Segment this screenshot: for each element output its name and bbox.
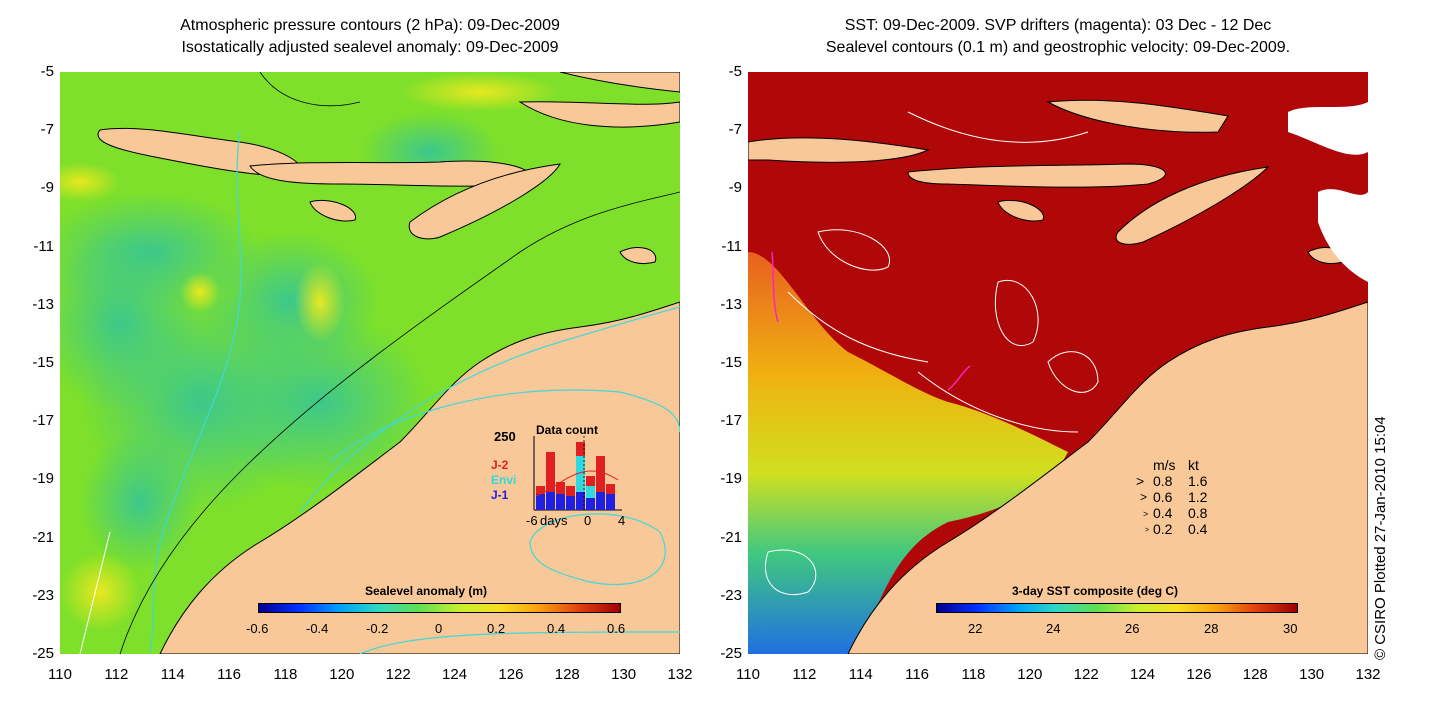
speed-legend-kt-2: 1.2 (1188, 489, 1208, 505)
data-count-histogram (533, 436, 622, 511)
sst-colorbar (936, 603, 1298, 613)
right-lon-tick: 128 (1242, 666, 1268, 683)
left-lon-tick: 116 (217, 666, 242, 683)
speed-legend-arrow-1: > (1136, 473, 1145, 489)
right-lon-tick: 120 (1017, 666, 1043, 683)
right-lon-tick: 122 (1073, 666, 1099, 683)
left-lat-tick: -25 (32, 645, 54, 662)
right-lat-tick: -13 (720, 295, 742, 313)
inset-ytick: 250 (494, 429, 516, 444)
left-lat-tick: -9 (40, 179, 54, 197)
left-lat-tick: -23 (32, 586, 54, 604)
left-lat-tick: -15 (32, 354, 54, 371)
right-lon-tick: 124 (1130, 666, 1156, 683)
left-title-line1: Atmospheric pressure contours (2 hPa): 0… (180, 17, 560, 34)
sea-level-anomaly-map (60, 72, 680, 654)
left-cbar-tick-1: -0.6 (246, 621, 269, 636)
inset-series-j1: J-1 (491, 488, 509, 502)
left-lon-tick: 130 (611, 666, 637, 683)
right-lat-tick: -15 (720, 354, 742, 371)
inset-xtick-0: 0 (584, 513, 592, 528)
left-cbar-tick-5: 0.2 (487, 621, 506, 636)
speed-legend-arrow-2: > (1140, 490, 1148, 504)
left-title-line2: Isostatically adjusted sealevel anomaly:… (181, 39, 559, 56)
left-lon-tick: 122 (385, 666, 411, 683)
inset-xtick-neg6: -6 (526, 513, 538, 528)
left-lon-tick: 120 (329, 666, 355, 683)
left-lat-tick: -17 (32, 412, 54, 430)
right-title-line1: SST: 09-Dec-2009. SVP drifters (magenta)… (844, 17, 1272, 34)
left-lon-tick: 110 (48, 666, 72, 683)
left-lat-tick: -11 (33, 237, 54, 255)
speed-legend-arrow-4: > (1145, 527, 1150, 534)
right-lon-tick: 116 (905, 666, 930, 683)
right-lon-tick: 114 (848, 666, 873, 683)
left-colorbar-label: Sealevel anomaly (m) (365, 584, 488, 598)
inset-xlabel-days: days (540, 513, 568, 528)
speed-legend-ms-2: 0.6 (1153, 489, 1173, 505)
speed-legend-arrow-3: > (1143, 509, 1149, 519)
speed-legend-kt-3: 0.8 (1188, 505, 1208, 521)
left-cbar-tick-4: 0 (435, 621, 443, 636)
right-lat-tick: -7 (728, 121, 742, 139)
speed-legend-ms-3: 0.4 (1153, 505, 1173, 521)
left-lat-tick: -5 (40, 63, 54, 80)
speed-legend-header-kt: kt (1188, 457, 1199, 473)
speed-legend-header-ms: m/s (1153, 457, 1176, 473)
right-cbar-tick-1: 22 (968, 621, 983, 636)
right-lon-tick: 132 (1355, 666, 1381, 683)
right-lat-tick: -11 (721, 237, 742, 255)
inset-series-j2: J-2 (491, 458, 509, 472)
left-lat-tick: -19 (32, 470, 54, 488)
histogram-bars (536, 442, 615, 510)
right-lat-tick: -5 (728, 63, 742, 80)
speed-legend-kt-1: 1.6 (1188, 473, 1208, 489)
left-cbar-tick-2: -0.4 (306, 621, 329, 636)
right-lat-tick: -21 (720, 528, 742, 546)
left-lat-tick: -7 (40, 121, 54, 139)
left-lat-tick: -21 (32, 528, 54, 546)
left-lon-tick: 118 (273, 666, 298, 683)
inset-title: Data count (536, 423, 599, 437)
credit-text: © CSIRO Plotted 27-Jan-2010 15:04 (1372, 416, 1389, 660)
left-cbar-tick-3: -0.2 (366, 621, 389, 636)
speed-legend-kt-4: 0.4 (1188, 521, 1208, 537)
inset-xtick-4: 4 (618, 513, 626, 528)
right-colorbar-label: 3-day SST composite (deg C) (1012, 584, 1179, 598)
right-cbar-tick-3: 26 (1125, 621, 1140, 636)
sst-map (748, 72, 1368, 654)
left-lon-tick: 112 (104, 666, 129, 683)
left-cbar-tick-7: 0.6 (607, 621, 626, 636)
right-lon-tick: 130 (1299, 666, 1325, 683)
right-lon-tick: 118 (961, 666, 986, 683)
left-lon-tick: 114 (160, 666, 185, 683)
left-lon-tick: 132 (667, 666, 693, 683)
right-lon-tick: 112 (792, 666, 817, 683)
right-lat-tick: -23 (720, 586, 742, 604)
right-cbar-tick-2: 24 (1046, 621, 1061, 636)
right-lat-tick: -19 (720, 470, 742, 488)
right-cbar-tick-5: 30 (1283, 621, 1298, 636)
right-lat-tick: -17 (720, 412, 742, 430)
speed-legend-ms-1: 0.8 (1153, 473, 1173, 489)
right-lon-tick: 110 (736, 666, 760, 683)
left-lon-tick: 124 (442, 666, 468, 683)
speed-legend-ms-4: 0.2 (1153, 521, 1173, 537)
left-lon-tick: 126 (498, 666, 524, 683)
inset-series-envi: Envi (491, 473, 517, 487)
right-cbar-tick-4: 28 (1204, 621, 1219, 636)
left-lat-tick: -13 (32, 295, 54, 313)
left-lon-tick: 128 (554, 666, 580, 683)
right-lat-tick: -9 (728, 179, 742, 197)
right-lat-tick: -25 (720, 645, 742, 662)
left-cbar-tick-6: 0.4 (547, 621, 566, 636)
right-title-line2: Sealevel contours (0.1 m) and geostrophi… (825, 39, 1291, 56)
right-lon-tick: 126 (1186, 666, 1212, 683)
sea-level-anomaly-colorbar (258, 603, 621, 613)
